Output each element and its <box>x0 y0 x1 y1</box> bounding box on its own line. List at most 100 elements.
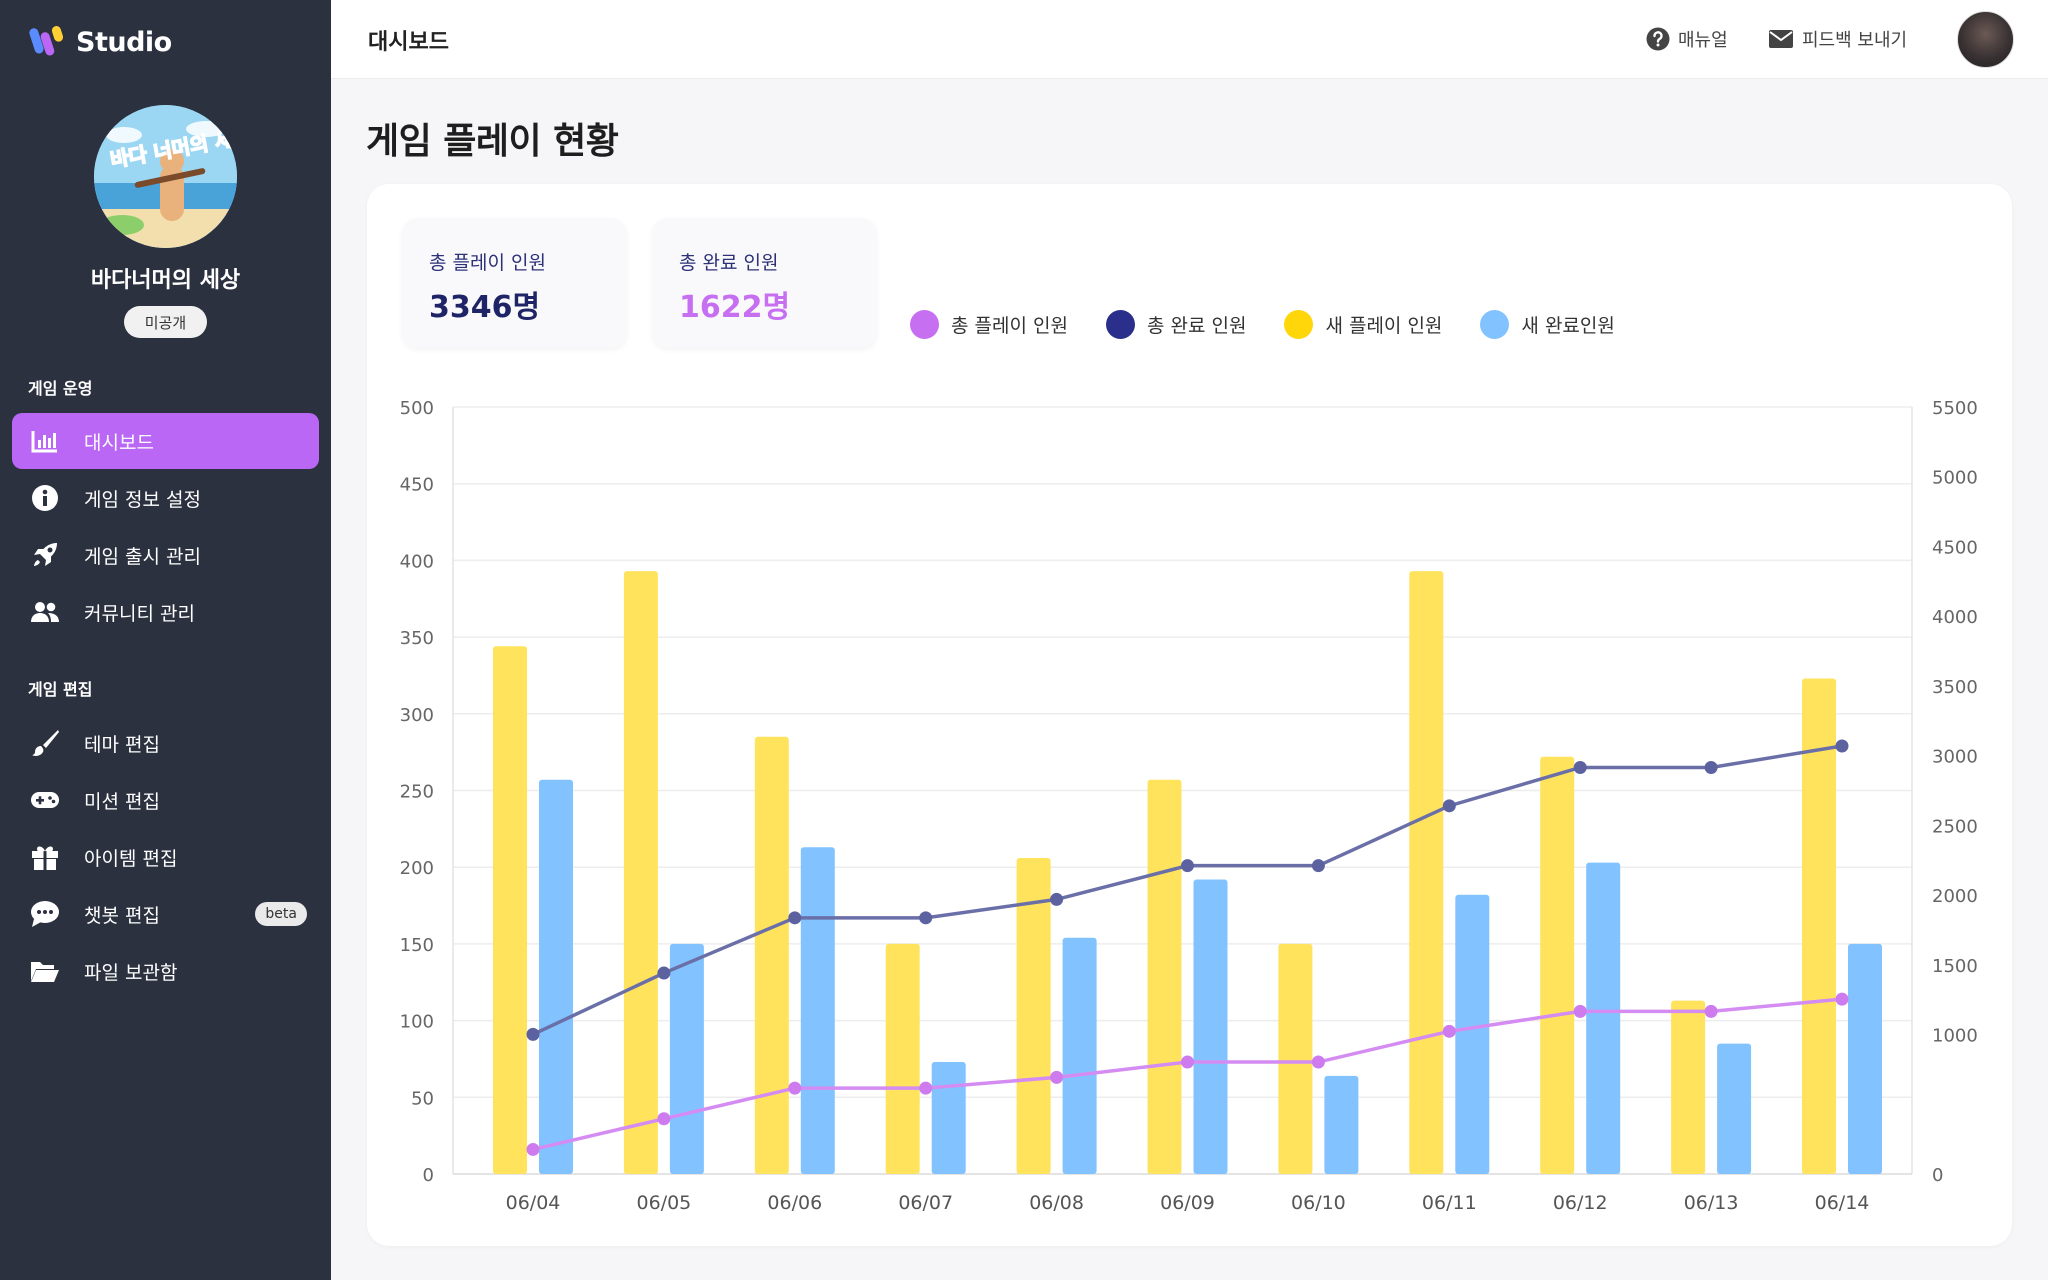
bar-new-complete <box>1193 879 1228 1174</box>
feedback-link[interactable]: 피드백 보내기 <box>1768 26 1907 52</box>
stat-label: 총 완료 인원 <box>679 252 779 274</box>
legend-item-new-play[interactable]: 새 플레이 인원 <box>1284 310 1442 339</box>
stat-value: 1622명 <box>679 290 791 325</box>
page-title: 게임 플레이 현황 <box>366 121 619 162</box>
section-label-game-edit: 게임 편집 <box>28 680 93 699</box>
manual-link[interactable]: 매뉴얼 <box>1646 26 1728 52</box>
point-total-play <box>1442 1024 1456 1038</box>
y-left-tick-label: 200 <box>400 858 434 879</box>
y-left-tick-label: 50 <box>411 1088 434 1109</box>
y-left-tick-label: 0 <box>423 1165 434 1186</box>
legend-item-new-complete[interactable]: 새 완료인원 <box>1480 310 1615 339</box>
point-total-play <box>919 1081 933 1095</box>
legend-item-total-play[interactable]: 총 플레이 인원 <box>910 310 1068 339</box>
sidebar-item-game-info[interactable]: 게임 정보 설정 <box>12 470 319 526</box>
chart-legend: 총 플레이 인원 총 완료 인원 새 플레이 인원 새 완료인원 <box>910 310 1653 339</box>
legend-item-total-complete[interactable]: 총 완료 인원 <box>1105 310 1246 339</box>
legend-swatch <box>1105 310 1135 339</box>
y-left-tick-label: 450 <box>400 475 434 496</box>
manual-label: 매뉴얼 <box>1678 30 1728 51</box>
chat-icon <box>30 899 60 929</box>
y-left-tick-label: 400 <box>400 551 434 572</box>
y-right-tick-label: 3000 <box>1932 747 1978 768</box>
sidebar-item-community[interactable]: 커뮤니티 관리 <box>12 584 319 640</box>
y-left-tick-label: 350 <box>400 628 434 649</box>
bar-chart-icon <box>30 426 60 456</box>
brush-icon <box>30 728 60 758</box>
bar-new-complete <box>1717 1043 1752 1174</box>
sidebar-item-label: 아이템 편집 <box>84 847 178 870</box>
y-right-tick-label: 5500 <box>1932 398 1978 419</box>
y-right-tick-label: 4500 <box>1932 537 1978 558</box>
brand-logo[interactable]: Studio <box>28 22 172 62</box>
point-total-complete <box>788 911 802 925</box>
legend-swatch <box>1284 310 1314 339</box>
rocket-icon <box>30 540 60 570</box>
sidebar-item-theme[interactable]: 테마 편집 <box>12 715 319 771</box>
stat-value: 3346명 <box>429 290 541 325</box>
x-tick-label: 06/05 <box>637 1192 692 1214</box>
y-right-tick-label: 5000 <box>1932 468 1978 489</box>
point-total-play <box>1311 1055 1325 1069</box>
sidebar-item-label: 테마 편집 <box>84 733 160 756</box>
point-total-complete <box>1704 760 1718 774</box>
sidebar-item-release[interactable]: 게임 출시 관리 <box>12 527 319 583</box>
gift-icon <box>30 842 60 872</box>
y-right-tick-label: 2500 <box>1932 816 1978 837</box>
bar-new-play <box>754 736 789 1174</box>
sidebar-item-chatbot[interactable]: 챗봇 편집 beta <box>12 886 319 942</box>
sidebar-item-label: 파일 보관함 <box>84 961 178 984</box>
sidebar-item-label: 챗봇 편집 <box>84 904 160 927</box>
y-left-tick-label: 500 <box>400 398 434 419</box>
sidebar-item-label: 대시보드 <box>84 431 154 454</box>
line-total-play <box>532 997 1843 1152</box>
bar-new-play <box>1147 779 1182 1174</box>
stat-card-total-play: 총 플레이 인원 3346명 <box>402 218 627 348</box>
beta-badge: beta <box>255 902 307 926</box>
sidebar-item-label: 게임 출시 관리 <box>84 545 201 568</box>
bar-new-play <box>1409 571 1444 1174</box>
bar-new-complete <box>539 779 573 1174</box>
help-circle-icon <box>1646 27 1670 51</box>
y-right-tick-label: 3500 <box>1932 677 1978 698</box>
point-total-complete <box>1181 859 1194 873</box>
x-tick-label: 06/10 <box>1291 1192 1346 1214</box>
folder-open-icon <box>30 956 60 986</box>
point-total-complete <box>1573 760 1587 774</box>
bar-new-complete <box>669 943 704 1174</box>
x-tick-label: 06/11 <box>1422 1192 1477 1214</box>
section-label-game-operation: 게임 운영 <box>28 379 93 398</box>
point-total-play <box>1573 1004 1587 1018</box>
bar-new-play <box>493 646 527 1174</box>
bar-new-play <box>1278 943 1313 1174</box>
point-total-play <box>1835 992 1849 1006</box>
point-total-play <box>526 1142 540 1156</box>
x-tick-label: 06/12 <box>1553 1192 1608 1214</box>
legend-swatch <box>910 310 939 339</box>
y-right-tick-label: 1500 <box>1932 956 1978 977</box>
users-icon <box>30 597 60 627</box>
sidebar-item-mission[interactable]: 미션 편집 <box>12 772 319 828</box>
stat-card-total-complete: 총 완료 인원 1622명 <box>652 218 877 348</box>
x-tick-label: 06/13 <box>1684 1192 1739 1214</box>
bar-new-play <box>623 571 658 1174</box>
studio-logo-icon <box>28 22 68 62</box>
bar-new-complete <box>1848 943 1882 1174</box>
bar-new-complete <box>1455 894 1490 1174</box>
sidebar-item-item[interactable]: 아이템 편집 <box>12 829 319 885</box>
legend-swatch <box>1480 310 1510 339</box>
point-total-complete <box>1050 892 1064 906</box>
feedback-label: 피드백 보내기 <box>1802 30 1908 51</box>
sidebar-item-dashboard[interactable]: 대시보드 <box>12 413 319 469</box>
user-avatar[interactable] <box>1957 11 2014 68</box>
point-total-complete <box>1442 799 1456 813</box>
publish-status-badge: 미공개 <box>124 306 207 338</box>
x-tick-label: 06/08 <box>1029 1192 1084 1214</box>
envelope-icon <box>1769 30 1793 48</box>
x-tick-label: 06/07 <box>898 1192 953 1214</box>
bar-new-complete <box>1062 937 1097 1174</box>
bar-new-complete <box>1324 1075 1359 1174</box>
page-breadcrumb-title: 대시보드 <box>368 30 449 55</box>
sidebar-item-file-storage[interactable]: 파일 보관함 <box>12 943 319 999</box>
